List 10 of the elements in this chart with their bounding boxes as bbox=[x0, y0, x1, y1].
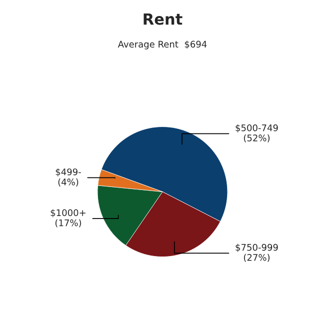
slice-label: $750-999 bbox=[236, 244, 278, 252]
slice-label: $500-749 bbox=[236, 124, 278, 132]
data-label: (52%) bbox=[244, 134, 270, 142]
slice-label: $499- bbox=[56, 168, 81, 176]
data-label: (17%) bbox=[55, 219, 82, 228]
slice-label: $1000+ bbox=[50, 209, 86, 218]
data-label: (27%) bbox=[244, 254, 270, 262]
chart-title: Rent bbox=[144, 13, 182, 25]
chart-subtitle: Average Rent $694 bbox=[118, 40, 207, 50]
data-label: (4%) bbox=[58, 178, 78, 186]
